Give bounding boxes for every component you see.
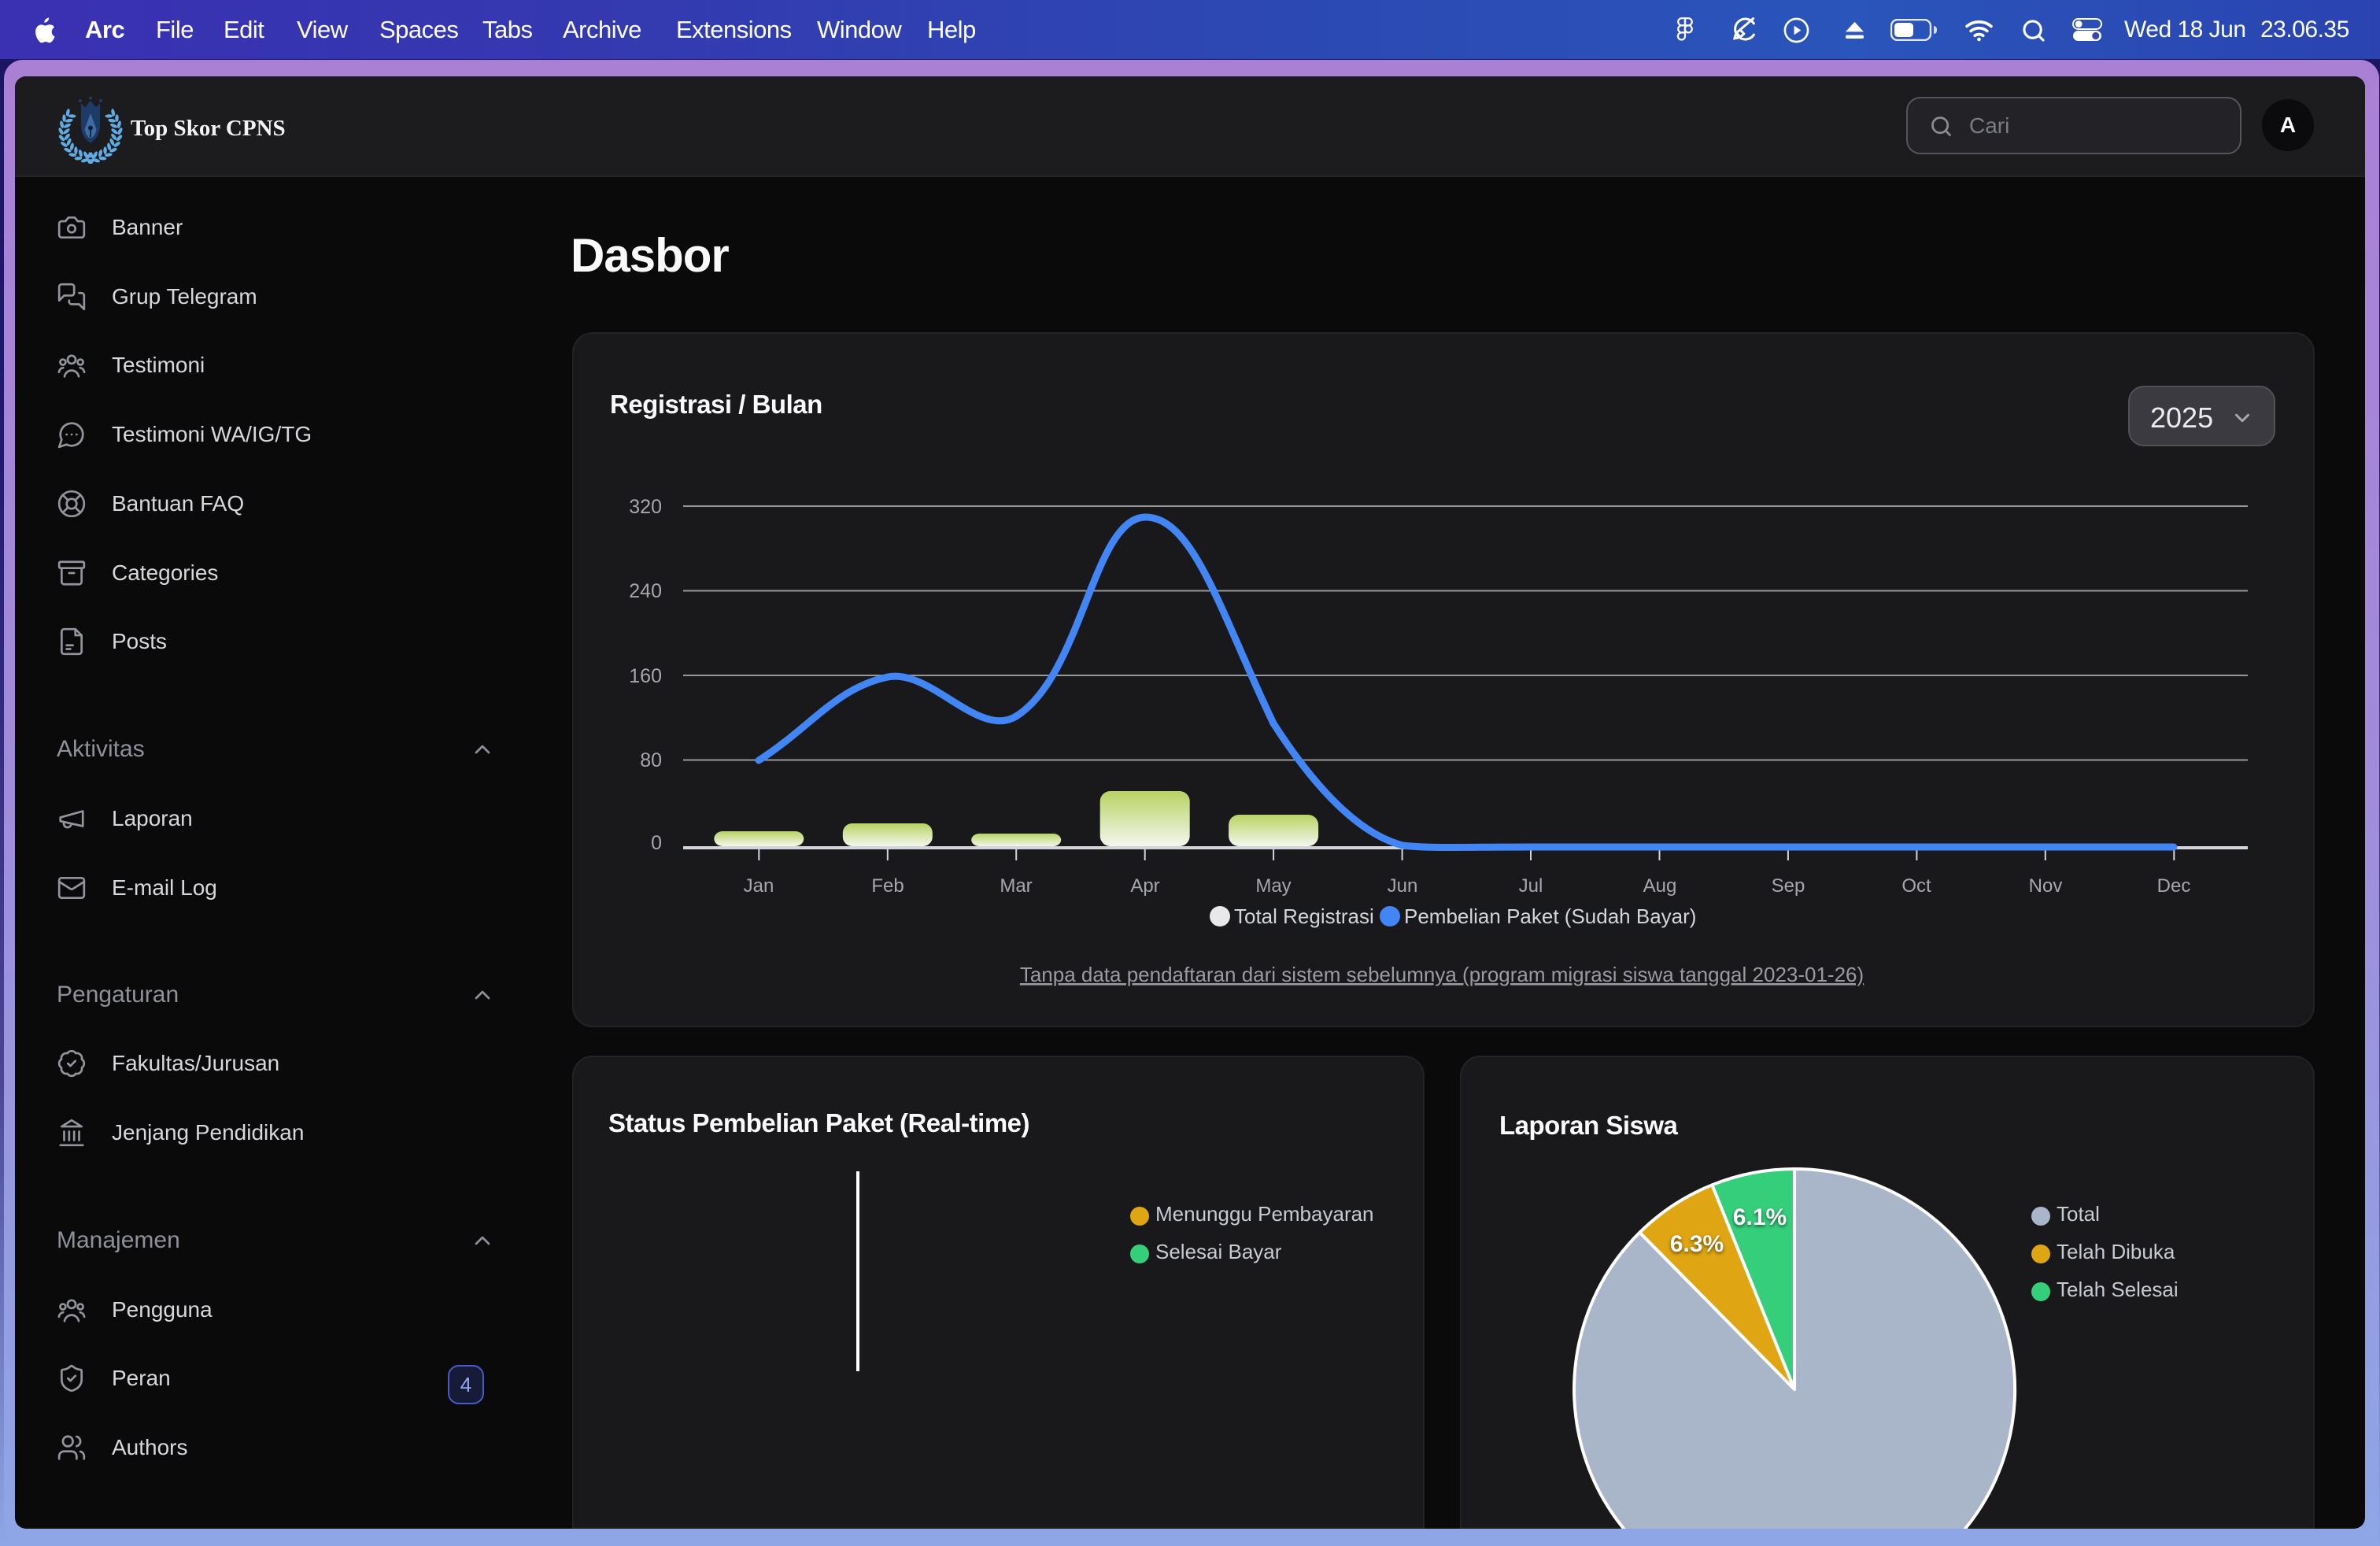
svg-text:Oct: Oct xyxy=(1901,875,1931,897)
svg-text:Apr: Apr xyxy=(1130,875,1159,897)
svg-text:80: 80 xyxy=(640,749,662,771)
svg-text:Mar: Mar xyxy=(1000,875,1032,897)
svg-text:May: May xyxy=(1255,875,1291,897)
svg-text:Jul: Jul xyxy=(1519,875,1543,897)
svg-text:Feb: Feb xyxy=(871,875,904,897)
svg-text:Jan: Jan xyxy=(744,875,774,897)
svg-text:Nov: Nov xyxy=(2029,875,2063,897)
svg-text:6.1%: 6.1% xyxy=(1733,1204,1787,1230)
svg-text:Aug: Aug xyxy=(1643,875,1677,897)
svg-text:Total Registrasi: Total Registrasi xyxy=(1234,904,1374,928)
svg-text:0: 0 xyxy=(651,832,662,854)
svg-text:Tanpa data pendaftaran dari si: Tanpa data pendaftaran dari sistem sebel… xyxy=(1020,963,1864,986)
svg-text:Pembelian Paket (Sudah Bayar): Pembelian Paket (Sudah Bayar) xyxy=(1404,904,1696,928)
svg-text:240: 240 xyxy=(629,580,662,602)
svg-text:Dec: Dec xyxy=(2157,875,2191,897)
svg-text:320: 320 xyxy=(629,496,662,518)
svg-text:Jun: Jun xyxy=(1388,875,1418,897)
svg-text:160: 160 xyxy=(629,665,662,687)
svg-text:Sep: Sep xyxy=(1772,875,1805,897)
svg-text:6.3%: 6.3% xyxy=(1670,1231,1724,1257)
